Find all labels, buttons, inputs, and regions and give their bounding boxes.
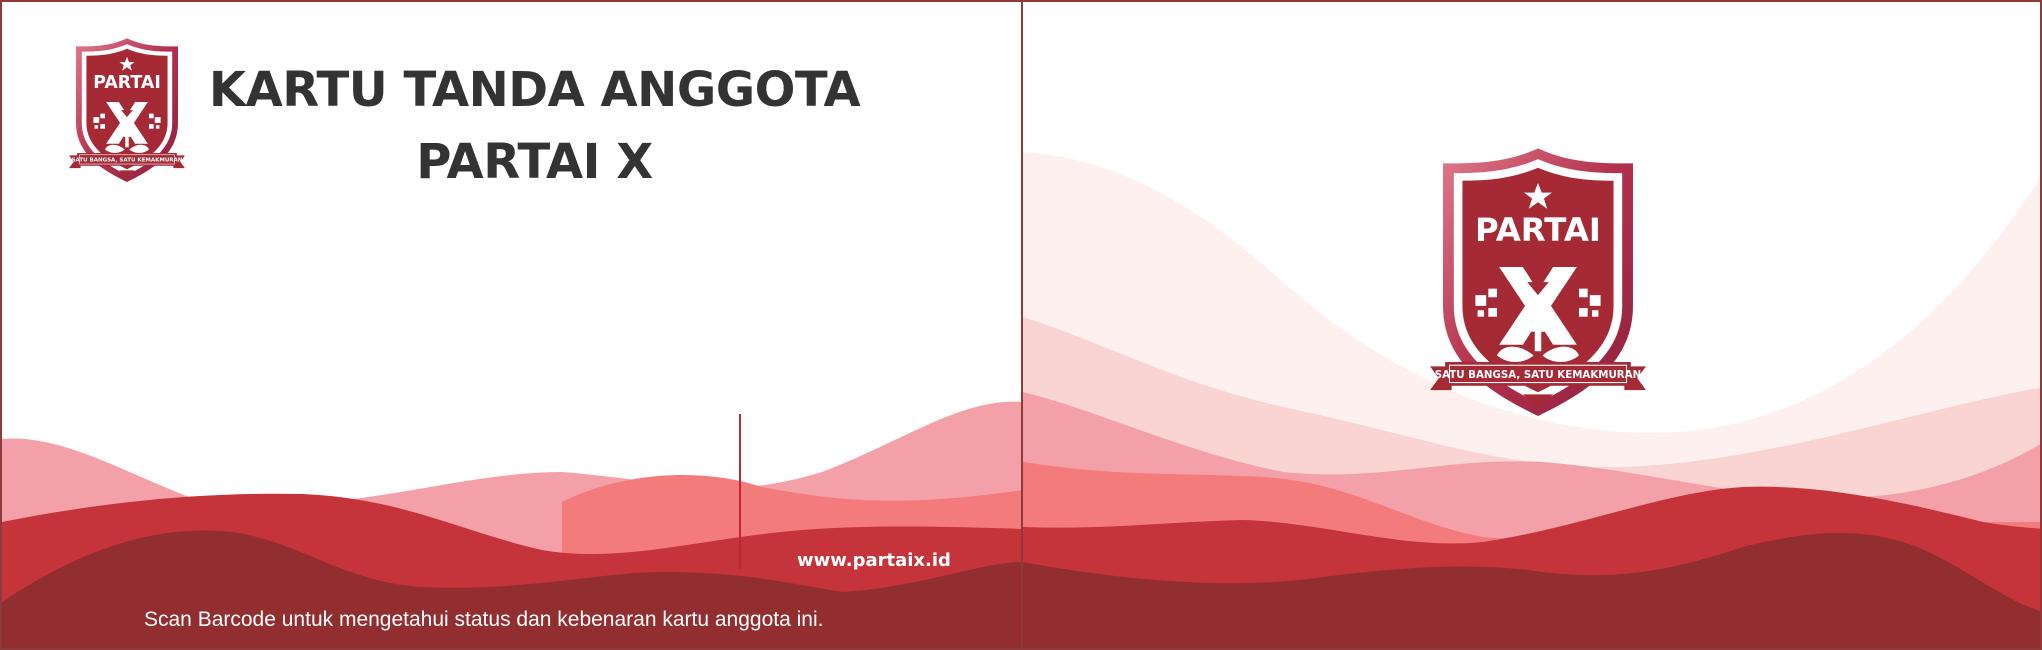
scan-barcode-note: Scan Barcode untuk mengetahui status dan… — [144, 608, 824, 631]
logo-party-name: PARTAI — [93, 73, 161, 93]
party-logo-emblem-icon: PARTAI SATU BANGSA, SATU KEMAKMURAN — [68, 38, 186, 182]
card-front: PARTAI SATU BANGSA, SATU KEMAKMURAN KART… — [2, 2, 1023, 648]
front-wave-background — [2, 2, 1023, 648]
logo-large-slogan: SATU BANGSA, SATU KEMAKMURAN — [1435, 369, 1641, 381]
logo-large-party-name: PARTAI — [1475, 211, 1601, 249]
party-logo-large-emblem-icon: PARTAI SATU BANGSA, SATU KEMAKMURAN — [1429, 147, 1647, 416]
card-title: KARTU TANDA ANGGOTA PARTAI X — [202, 54, 867, 198]
website-link[interactable]: www.partaix.id — [797, 550, 951, 571]
card-fold-divider — [1021, 2, 1024, 648]
card-back: PARTAI SATU BANGSA, SATU KEMAKMURAN — [1023, 2, 2040, 648]
card-title-line1: KARTU TANDA ANGGOTA — [208, 62, 861, 118]
logo-slogan: SATU BANGSA, SATU KEMAKMURAN — [72, 158, 183, 164]
barcode-divider-line — [739, 414, 741, 569]
card-title-line2: PARTAI X — [416, 134, 653, 190]
